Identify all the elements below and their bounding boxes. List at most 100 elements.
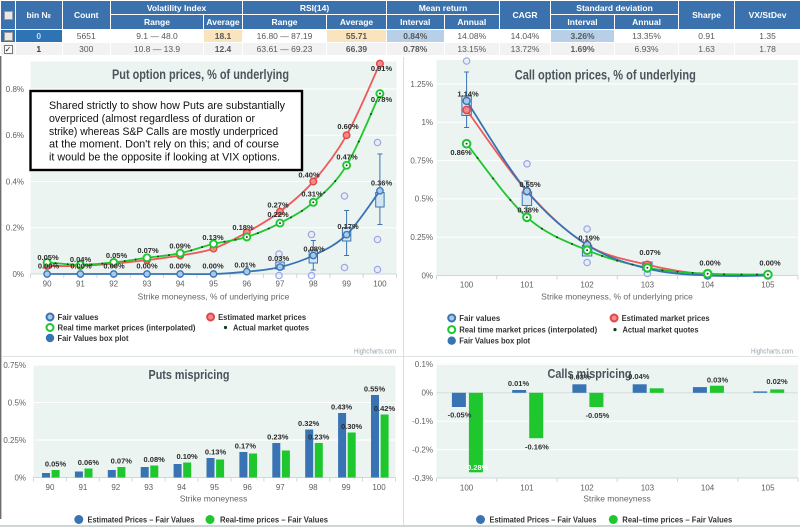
svg-text:0.78%: 0.78% xyxy=(371,95,393,104)
svg-text:101: 101 xyxy=(520,484,534,493)
svg-text:1%: 1% xyxy=(421,118,433,127)
svg-text:at the moment. Don't rely on: at the moment. Don't rely on this; and o… xyxy=(49,139,279,151)
svg-text:0.04%: 0.04% xyxy=(70,255,92,264)
svg-text:0.04%: 0.04% xyxy=(628,372,650,381)
svg-text:0.07%: 0.07% xyxy=(111,457,133,466)
svg-text:0.18%: 0.18% xyxy=(232,223,254,232)
svg-text:0.00%: 0.00% xyxy=(70,262,92,271)
svg-text:0.03%: 0.03% xyxy=(707,376,729,385)
svg-text:Strike moneyness, % of underly: Strike moneyness, % of underlying price xyxy=(541,292,693,302)
svg-text:91: 91 xyxy=(78,483,87,492)
svg-text:0%: 0% xyxy=(12,270,24,279)
svg-text:0.03%: 0.03% xyxy=(569,373,591,382)
svg-text:Fair values: Fair values xyxy=(58,313,100,322)
svg-text:0.2%: 0.2% xyxy=(6,224,24,233)
svg-text:Shared strictly to show how Pu: Shared strictly to show how Puts are sub… xyxy=(49,100,285,112)
svg-text:0.25%: 0.25% xyxy=(410,233,433,242)
svg-text:0.09%: 0.09% xyxy=(169,242,191,251)
svg-text:0.08%: 0.08% xyxy=(144,455,166,464)
svg-text:0.47%: 0.47% xyxy=(336,153,358,162)
svg-text:Puts mispricing: Puts mispricing xyxy=(149,367,230,382)
svg-text:overpriced (almost regardless: overpriced (almost regardless of duratio… xyxy=(49,113,255,125)
svg-text:0.23%: 0.23% xyxy=(308,433,330,442)
svg-text:-0.3%: -0.3% xyxy=(412,474,433,483)
svg-text:0.4%: 0.4% xyxy=(6,177,24,186)
svg-text:90: 90 xyxy=(43,280,52,289)
svg-text:-0.2%: -0.2% xyxy=(412,445,433,454)
svg-text:0.38%: 0.38% xyxy=(517,206,539,215)
svg-text:0.22%: 0.22% xyxy=(267,210,289,219)
svg-text:100: 100 xyxy=(460,484,474,493)
svg-text:103: 103 xyxy=(641,484,655,493)
svg-text:Fair Values box plot: Fair Values box plot xyxy=(459,337,530,346)
svg-text:105: 105 xyxy=(761,281,775,290)
svg-text:0.27%: 0.27% xyxy=(267,201,289,210)
svg-text:0.05%: 0.05% xyxy=(106,251,128,260)
svg-text:Estimated market prices: Estimated market prices xyxy=(218,313,307,322)
svg-text:0.13%: 0.13% xyxy=(205,448,227,457)
svg-text:Actual market quotes: Actual market quotes xyxy=(623,325,700,334)
svg-text:1.14%: 1.14% xyxy=(457,90,479,99)
svg-text:0.30%: 0.30% xyxy=(341,422,363,431)
svg-text:91: 91 xyxy=(76,280,85,289)
svg-text:0.75%: 0.75% xyxy=(410,156,433,165)
svg-text:95: 95 xyxy=(209,280,218,289)
svg-text:-0.28%: -0.28% xyxy=(465,463,489,472)
svg-text:0.31%: 0.31% xyxy=(301,190,323,199)
svg-text:Strike moneyness: Strike moneyness xyxy=(180,494,248,504)
svg-text:93: 93 xyxy=(143,280,152,289)
svg-text:0.43%: 0.43% xyxy=(331,403,353,412)
svg-text:102: 102 xyxy=(580,281,594,290)
svg-text:0.08%: 0.08% xyxy=(303,245,325,254)
svg-text:0.36%: 0.36% xyxy=(371,179,393,188)
svg-text:99: 99 xyxy=(342,483,351,492)
svg-text:0.01%: 0.01% xyxy=(508,379,530,388)
svg-text:0%: 0% xyxy=(421,271,433,280)
svg-text:100: 100 xyxy=(460,281,474,290)
svg-text:102: 102 xyxy=(580,484,594,493)
svg-text:0%: 0% xyxy=(14,473,26,482)
svg-text:95: 95 xyxy=(210,483,219,492)
svg-text:0.00%: 0.00% xyxy=(103,262,125,271)
svg-text:0.00%: 0.00% xyxy=(38,262,60,271)
svg-text:0.40%: 0.40% xyxy=(298,171,320,180)
svg-text:-0.16%: -0.16% xyxy=(525,443,549,452)
svg-text:0.07%: 0.07% xyxy=(639,248,661,257)
svg-text:0.5%: 0.5% xyxy=(415,195,433,204)
svg-text:104: 104 xyxy=(701,281,715,290)
svg-text:Highcharts.com: Highcharts.com xyxy=(751,349,793,356)
svg-text:Actual market quotes: Actual market quotes xyxy=(233,323,310,332)
svg-text:0.60%: 0.60% xyxy=(337,122,359,131)
svg-text:-0.05%: -0.05% xyxy=(448,411,472,420)
svg-text:0.00%: 0.00% xyxy=(759,259,781,268)
svg-text:0.5%: 0.5% xyxy=(8,398,26,407)
svg-text:105: 105 xyxy=(761,484,775,493)
svg-text:97: 97 xyxy=(276,280,285,289)
svg-text:0.00%: 0.00% xyxy=(169,262,191,271)
svg-text:0.17%: 0.17% xyxy=(235,442,257,451)
svg-text:Strike moneyness, % of underly: Strike moneyness, % of underlying price xyxy=(138,292,290,302)
svg-text:0.00%: 0.00% xyxy=(699,259,721,268)
svg-text:96: 96 xyxy=(242,280,251,289)
svg-text:it would be the opposite if lo: it would be the opposite if looking at V… xyxy=(49,152,280,164)
svg-text:0.42%: 0.42% xyxy=(374,404,396,413)
svg-text:Estimated market prices: Estimated market prices xyxy=(622,314,711,323)
svg-text:0.02%: 0.02% xyxy=(766,377,788,386)
svg-text:-0.1%: -0.1% xyxy=(412,417,433,426)
svg-text:98: 98 xyxy=(309,483,318,492)
svg-text:100: 100 xyxy=(372,483,386,492)
svg-text:96: 96 xyxy=(243,483,252,492)
svg-text:0.10%: 0.10% xyxy=(176,452,198,461)
svg-text:94: 94 xyxy=(177,483,186,492)
svg-text:0.86%: 0.86% xyxy=(450,148,472,157)
svg-text:Strike moneyness: Strike moneyness xyxy=(583,494,651,504)
svg-text:104: 104 xyxy=(701,484,715,493)
svg-text:Fair values: Fair values xyxy=(459,314,501,323)
svg-text:Real time market prices (inter: Real time market prices (interpolated) xyxy=(58,323,196,332)
svg-text:0.06%: 0.06% xyxy=(78,458,100,467)
svg-text:0.00%: 0.00% xyxy=(136,262,158,271)
svg-text:Call option prices, % of under: Call option prices, % of underlying xyxy=(515,67,696,82)
svg-text:Highcharts.com: Highcharts.com xyxy=(354,349,396,356)
svg-text:0.1%: 0.1% xyxy=(415,360,433,369)
svg-text:Estimated Prices – Fair Values: Estimated Prices – Fair Values xyxy=(490,514,597,524)
